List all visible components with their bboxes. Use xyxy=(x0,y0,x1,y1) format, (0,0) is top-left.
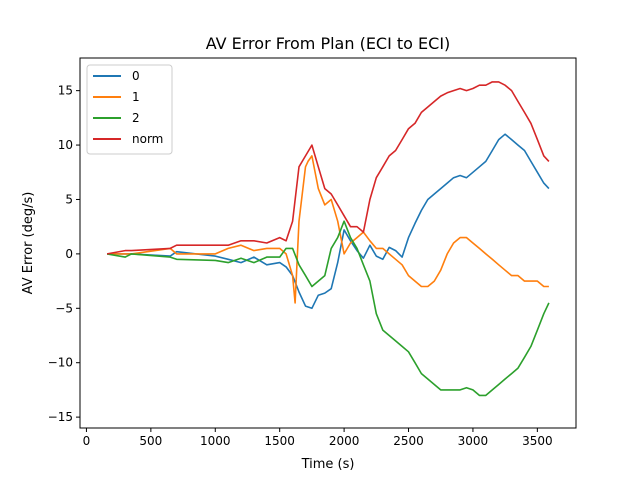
legend-label: norm xyxy=(132,132,163,146)
plot-area xyxy=(79,57,577,429)
y-tick-label: −10 xyxy=(48,356,73,370)
y-tick-label: 0 xyxy=(65,247,73,261)
x-tick-label: 2000 xyxy=(329,434,360,448)
x-tick-label: 0 xyxy=(83,434,91,448)
axes-frame xyxy=(79,57,577,429)
legend-label: 1 xyxy=(132,90,140,104)
y-axis-ticks: −15 −10 −5 0 5 10 15 xyxy=(48,84,80,424)
series-layer xyxy=(106,81,550,397)
y-tick-label: 5 xyxy=(65,192,73,206)
series-line-2 xyxy=(106,220,550,397)
legend-box xyxy=(86,64,173,155)
legend-label: 0 xyxy=(132,69,140,83)
legend: 0 1 2 norm xyxy=(86,64,173,155)
y-tick-label: 15 xyxy=(58,84,73,98)
x-tick-label: 2500 xyxy=(393,434,424,448)
x-tick-label: 500 xyxy=(139,434,162,448)
x-tick-label: 1500 xyxy=(264,434,295,448)
x-axis-label: Time (s) xyxy=(301,457,355,472)
chart-title: AV Error From Plan (ECI to ECI) xyxy=(206,34,451,53)
y-tick-label: −15 xyxy=(48,410,73,424)
x-tick-label: 3500 xyxy=(522,434,553,448)
x-tick-label: 3000 xyxy=(458,434,489,448)
y-tick-label: −5 xyxy=(55,301,73,315)
legend-label: 2 xyxy=(132,111,140,125)
series-line-norm xyxy=(106,81,550,255)
x-tick-label: 1000 xyxy=(200,434,231,448)
y-axis-label: AV Error (deg/s) xyxy=(21,192,36,295)
series-line-0 xyxy=(107,133,550,310)
x-axis-ticks: 0 500 1000 1500 2000 2500 3000 3500 xyxy=(83,428,553,448)
series-line-1 xyxy=(107,155,549,304)
y-tick-label: 10 xyxy=(58,138,73,152)
